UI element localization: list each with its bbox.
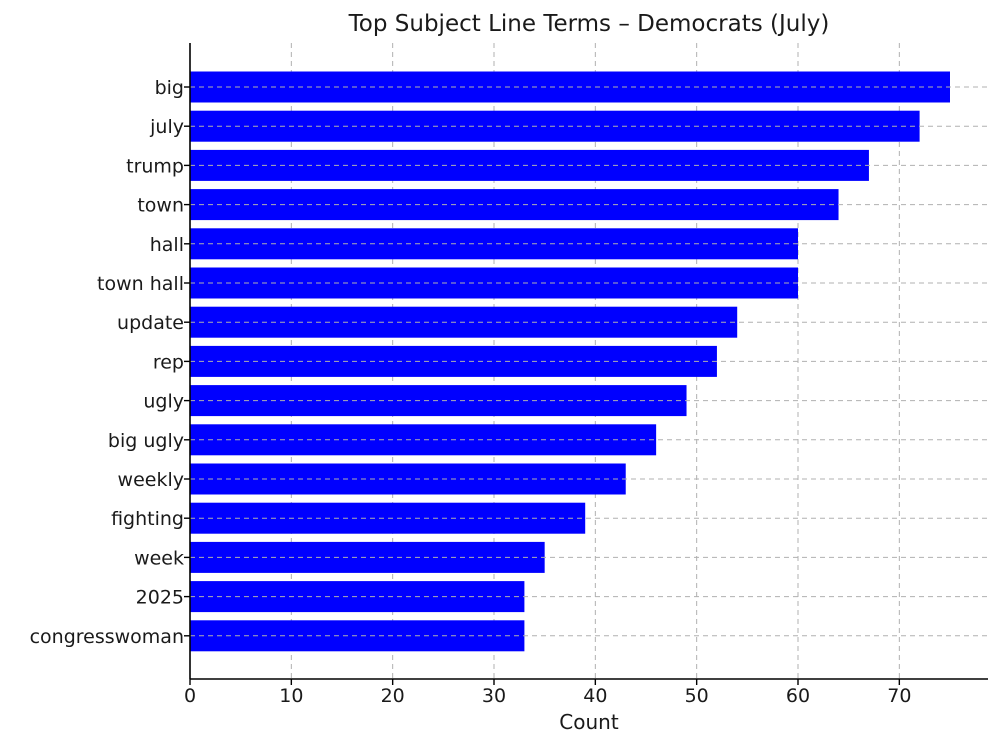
axes-layer [184, 43, 988, 685]
y-tick-label: big ugly [108, 430, 184, 452]
y-tick-label: ugly [143, 391, 184, 413]
y-tick-label: town hall [97, 273, 184, 295]
y-tick-label: hall [150, 234, 184, 256]
y-tick-label: big [155, 77, 184, 99]
y-tick-label: weekly [118, 469, 184, 491]
y-tick-label: rep [153, 351, 184, 373]
x-tick-label: 10 [279, 685, 303, 707]
y-tick-label: july [149, 116, 184, 138]
x-tick-label: 50 [685, 685, 709, 707]
y-tick-label: update [117, 312, 184, 334]
chart-title: Top Subject Line Terms – Democrats (July… [348, 11, 830, 37]
labels-layer: 0 10 20 30 40 50 60 70 big july trump town hall town … [30, 77, 912, 707]
bar [190, 581, 525, 613]
x-tick-label: 30 [482, 685, 506, 707]
bar [190, 149, 869, 181]
x-tick-label: 60 [786, 685, 810, 707]
bar [190, 620, 525, 652]
bar [190, 541, 545, 573]
x-axis-title: Count [559, 710, 619, 734]
y-tick-label: trump [126, 155, 184, 177]
x-tick-label: 70 [887, 685, 911, 707]
bars-layer [190, 71, 988, 652]
y-tick-label: fighting [111, 508, 184, 530]
x-tick-label: 20 [381, 685, 405, 707]
x-tick-label: 0 [184, 685, 196, 707]
y-tick-label: 2025 [136, 587, 184, 609]
x-tick-label: 40 [583, 685, 607, 707]
y-tick-label: week [134, 547, 184, 569]
y-tick-label: town [137, 195, 184, 217]
y-tick-label: congresswoman [30, 626, 184, 648]
